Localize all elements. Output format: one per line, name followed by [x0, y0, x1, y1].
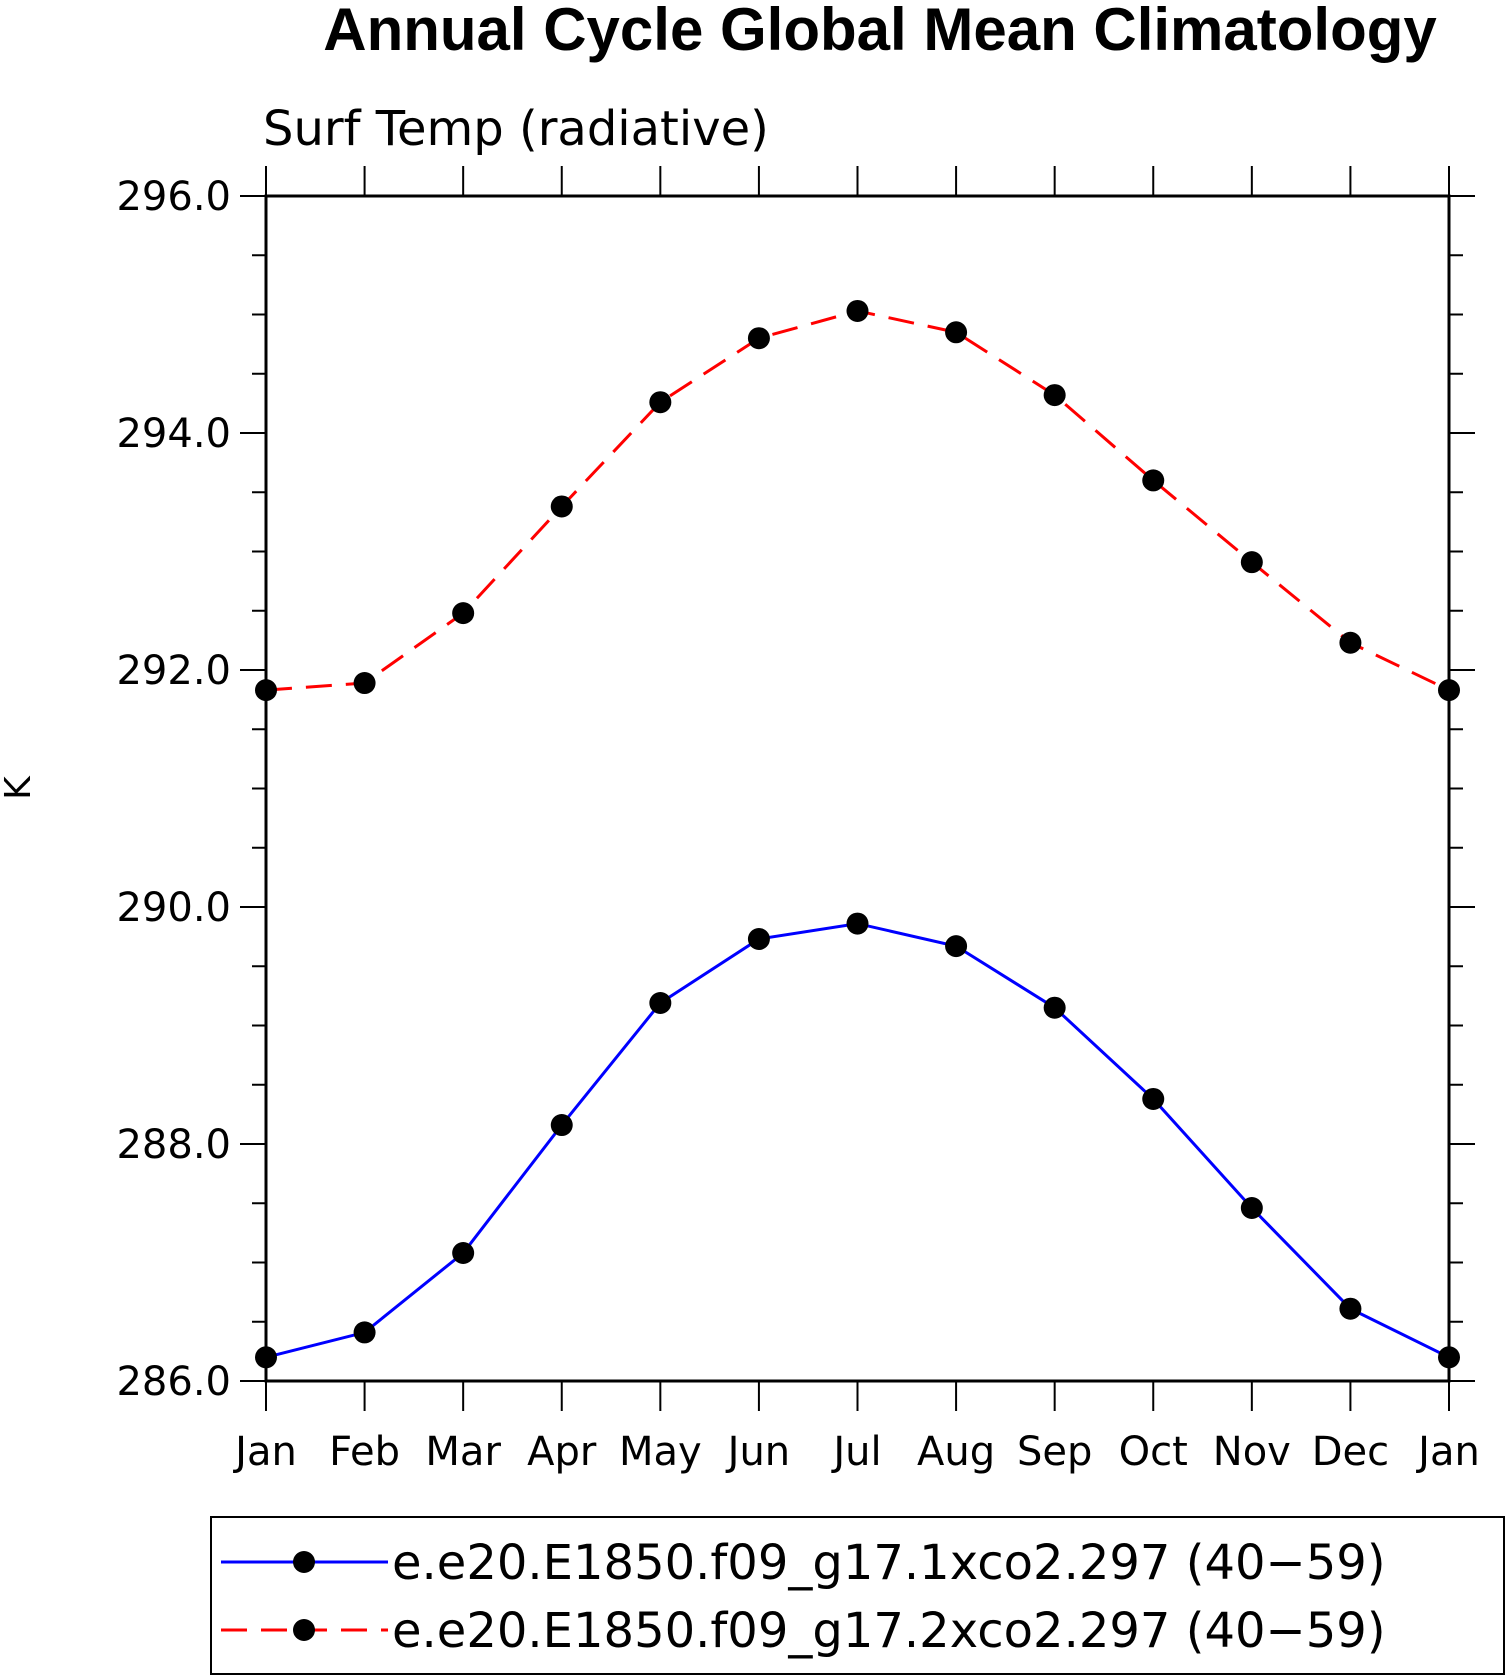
series-line-1 [265, 922, 1450, 1359]
data-point-series-1 [747, 927, 770, 950]
x-tick-label: Jan [232, 1429, 297, 1475]
legend: e.e20.E1850.f09_g17.1xco2.297 (40−59) e.e… [210, 1516, 1505, 1675]
data-point-series-2 [846, 299, 869, 322]
data-point-series-2 [353, 672, 376, 695]
data-point-series-2 [945, 321, 968, 344]
x-tick-label: Feb [329, 1429, 400, 1475]
series-line-2 [265, 309, 1450, 692]
data-point-series-2 [1043, 384, 1066, 407]
data-point-series-1 [1043, 996, 1066, 1019]
x-tick-label: Nov [1213, 1429, 1291, 1475]
x-tick-label: Sep [1017, 1429, 1092, 1475]
x-tick-label: Jun [725, 1429, 791, 1475]
data-point-series-1 [649, 991, 672, 1014]
data-point-series-2 [649, 391, 672, 414]
legend-label-2: e.e20.E1850.f09_g17.2xco2.297 (40−59) [392, 1603, 1386, 1659]
data-point-series-2 [1240, 551, 1263, 574]
data-point-series-1 [1339, 1297, 1362, 1320]
y-tick-label: 292.0 [116, 648, 231, 694]
data-point-series-2 [1142, 469, 1165, 492]
y-axis: 296.0 294.0 292.0 290.0 288.0 286.0 [116, 174, 1475, 1405]
y-tick-label: 290.0 [116, 885, 231, 931]
data-point-series-1 [846, 912, 869, 935]
data-point-series-1 [353, 1321, 376, 1344]
x-axis: Jan Feb Mar Apr May Jun Jul Aug Sep Oct Nov Dec Jan [232, 166, 1480, 1475]
data-point-series-2 [747, 327, 770, 350]
data-point-series-2 [452, 602, 475, 625]
legend-marker-1 [293, 1551, 315, 1573]
plot-series [255, 299, 1460, 1369]
x-tick-label: Mar [425, 1429, 501, 1475]
data-point-series-1 [550, 1114, 573, 1137]
legend-marker-2 [293, 1619, 315, 1641]
y-axis-label: K [0, 775, 39, 800]
x-tick-label: Jul [830, 1429, 881, 1475]
x-tick-label: Aug [917, 1429, 995, 1475]
x-tick-label: Jan [1415, 1429, 1480, 1475]
data-point-series-2 [1339, 631, 1362, 654]
data-point-series-1 [1142, 1087, 1165, 1110]
data-point-series-1 [945, 935, 968, 958]
legend-box [210, 1516, 1505, 1675]
chart-subtitle: Surf Temp (radiative) [263, 101, 769, 157]
data-point-series-1 [452, 1242, 475, 1265]
plot-frame [264, 194, 1451, 1383]
data-point-series-1 [1240, 1196, 1263, 1219]
x-tick-label: Oct [1119, 1429, 1188, 1475]
x-tick-label: Dec [1312, 1429, 1389, 1475]
y-tick-label: 288.0 [116, 1122, 231, 1168]
data-point-series-2 [550, 495, 573, 518]
x-tick-label: May [619, 1429, 702, 1475]
x-tick-label: Apr [527, 1429, 597, 1475]
chart-title: Annual Cycle Global Mean Climatology [323, 0, 1437, 63]
y-tick-label: 286.0 [116, 1359, 231, 1405]
y-tick-label: 296.0 [116, 174, 231, 220]
y-tick-label: 294.0 [116, 411, 231, 457]
legend-label-1: e.e20.E1850.f09_g17.1xco2.297 (40−59) [392, 1535, 1386, 1591]
